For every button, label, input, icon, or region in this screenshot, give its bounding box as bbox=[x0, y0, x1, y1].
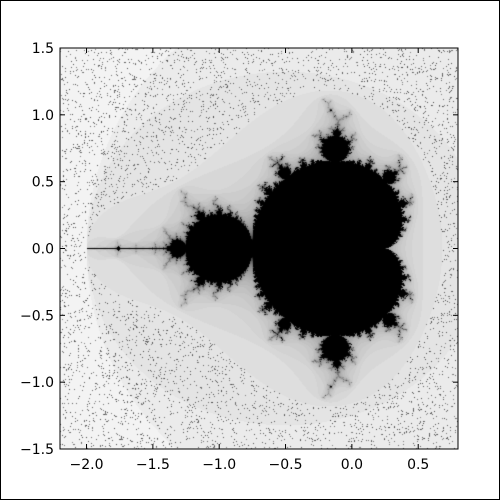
y-tick-label: −1.0 bbox=[20, 375, 54, 391]
mandelbrot-heatmap bbox=[60, 48, 458, 449]
y-tick-label: 0.5 bbox=[32, 175, 54, 191]
y-tick-label: −1.5 bbox=[20, 442, 54, 458]
x-tick-label: 0.5 bbox=[407, 457, 429, 473]
y-tick-label: 1.0 bbox=[32, 108, 54, 124]
y-tick-label: 0.0 bbox=[32, 242, 54, 258]
y-tick-label: −0.5 bbox=[20, 308, 54, 324]
x-tick-label: 0.0 bbox=[341, 457, 363, 473]
x-tick-label: −0.5 bbox=[269, 457, 303, 473]
x-tick-label: −1.5 bbox=[136, 457, 170, 473]
x-tick-label: −2.0 bbox=[70, 457, 104, 473]
x-axis-ticks: −2.0 −1.5 −1.0 −0.5 0.0 0.5 bbox=[70, 48, 429, 473]
x-tick-label: −1.0 bbox=[202, 457, 236, 473]
y-axis-ticks: 1.5 1.0 0.5 0.0 −0.5 −1.0 −1.5 bbox=[20, 41, 458, 458]
plot-area bbox=[59, 47, 459, 450]
y-tick-label: 1.5 bbox=[32, 41, 54, 57]
